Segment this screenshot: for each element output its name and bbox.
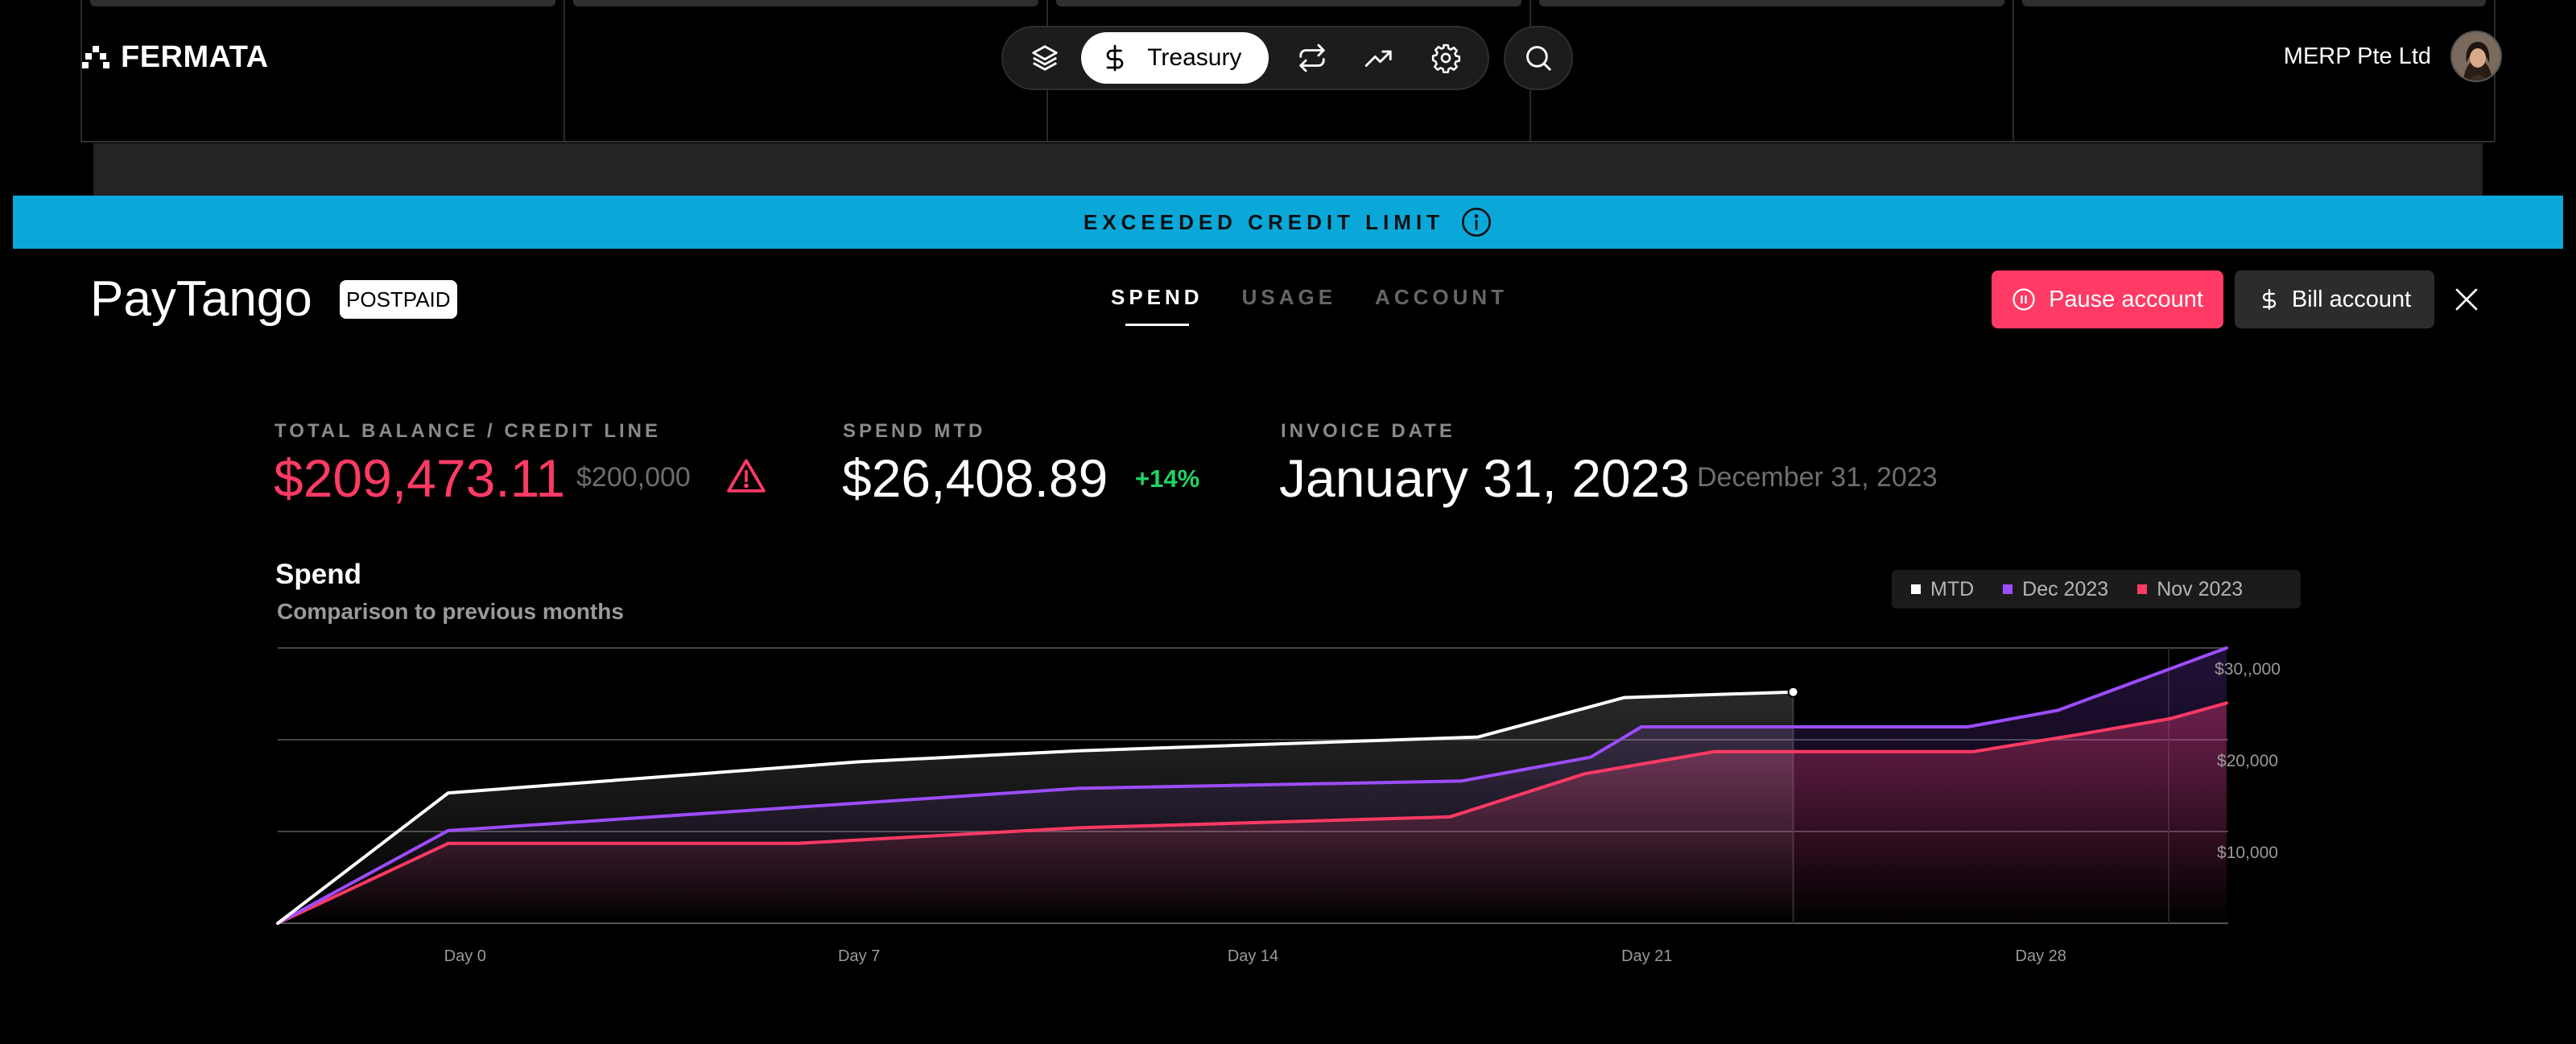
bill-account-button[interactable]: Bill account [2235,270,2434,328]
legend-label: MTD [1930,577,1975,600]
balance-value: $209,473.11 [274,448,566,508]
tab-spend[interactable]: SPEND [1111,285,1203,326]
nav-analytics[interactable] [1346,32,1413,84]
invoice-date-label: INVOICE DATE [1281,420,1455,442]
nav-settings[interactable] [1413,32,1480,84]
pause-account-button[interactable]: Pause account [1992,270,2223,328]
balance-label: TOTAL BALANCE / CREDIT LINE [275,420,661,442]
fermata-logo-icon [82,45,109,68]
account-type-badge: POSTPAID [340,280,457,319]
dollar-icon [1106,44,1124,72]
background-column [80,0,564,142]
x-tick-label: Day 0 [444,947,486,965]
nav-treasury-label: Treasury [1147,44,1242,71]
search-icon [1526,46,1551,71]
search-button[interactable] [1504,26,1573,90]
background-column [564,0,1046,142]
tab-account[interactable]: ACCOUNT [1375,285,1509,309]
transfer-icon [1299,43,1325,72]
nav-transfers[interactable] [1278,32,1345,84]
main-nav: Treasury [1001,26,1489,90]
pause-account-label: Pause account [2049,286,2203,312]
legend-swatch [1911,584,1921,594]
gear-icon [1432,43,1461,73]
credit-limit-banner: EXCEEDED CREDIT LIMIT [13,196,2563,249]
series-line-nov [276,701,2228,925]
close-button[interactable] [2447,280,2486,319]
series-line-dec [276,646,2228,925]
previous-invoice-date: December 31, 2023 [1697,462,1938,493]
user-photo-icon [2452,32,2500,80]
close-icon [2455,288,2478,311]
spend-mtd-value: $26,408.89 [842,448,1108,508]
account-tabs: SPEND USAGE ACCOUNT [1111,285,1508,326]
invoice-date-value: January 31, 2023 [1279,448,1690,508]
logo-text: FERMATA [121,40,269,74]
spend-change: +14% [1135,464,1200,493]
nav-layers[interactable] [1011,32,1078,84]
x-tick-label: Day 28 [2016,947,2066,965]
tab-usage[interactable]: USAGE [1241,285,1337,309]
banner-text: EXCEEDED CREDIT LIMIT [1083,209,1445,234]
legend-label: Dec 2023 [2022,577,2109,600]
x-tick-label: Day 14 [1228,947,1278,965]
legend-label: Nov 2023 [2157,577,2244,600]
legend-item-nov[interactable]: Nov 2023 [2137,578,2243,601]
bill-account-label: Bill account [2291,286,2412,312]
credit-line-value: $200,000 [576,462,691,493]
y-tick-label: $20,000 [2217,752,2278,770]
x-tick-label: Day 21 [1621,947,1672,965]
legend-item-mtd[interactable]: MTD [1911,578,1974,601]
chart-title: Spend [275,559,361,590]
pause-icon [2013,288,2035,311]
y-tick-label: $30,,000 [2215,660,2281,679]
background-panel [93,143,2483,196]
today-marker-point [1787,686,1799,698]
legend-item-dec[interactable]: Dec 2023 [2003,578,2108,601]
x-tick-label: Day 7 [838,947,880,965]
org-switcher[interactable]: MERP Pte Ltd [2284,31,2502,82]
info-icon[interactable] [1460,206,1492,238]
nav-treasury[interactable]: Treasury [1081,32,1269,84]
y-tick-label: $10,000 [2217,844,2278,862]
account-name: PayTango [90,271,312,327]
chart-legend: MTD Dec 2023 Nov 2023 [1892,570,2301,609]
trending-up-icon [1364,50,1392,67]
series-area-mtd [278,691,1794,923]
legend-swatch [2003,584,2013,594]
background-column [2013,0,2494,142]
spend-mtd-label: SPEND MTD [843,420,986,442]
warning-icon [727,459,766,493]
background-divider [80,141,2494,142]
avatar[interactable] [2450,31,2502,82]
legend-swatch [2137,584,2148,594]
logo[interactable]: FERMATA [82,40,269,75]
org-name: MERP Pte Ltd [2283,43,2431,69]
chart-subtitle: Comparison to previous months [277,599,624,624]
layers-icon [1031,45,1058,71]
series-line-mtd [276,690,1795,925]
dollar-icon [2262,289,2276,310]
